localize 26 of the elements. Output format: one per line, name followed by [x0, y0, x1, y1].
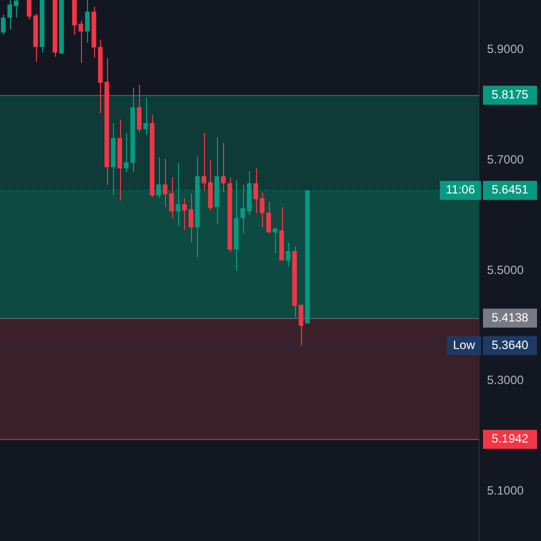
ref-line-label: 5.8175	[492, 88, 529, 102]
candlestick	[266, 202, 271, 234]
candlestick	[0, 14, 6, 36]
candlestick	[26, 0, 32, 20]
candlestick	[14, 0, 19, 18]
y-tick-label: 5.9000	[487, 42, 524, 56]
candlestick	[85, 0, 90, 44]
annotation: 11:06	[446, 182, 476, 197]
ref-line-label: 5.6451	[492, 182, 529, 197]
ref-line-label: 5.1942	[492, 432, 529, 446]
candlestick	[260, 192, 264, 228]
candlestick	[7, 0, 12, 30]
candlestick	[220, 142, 226, 193]
candlestick	[272, 226, 278, 254]
candlestick	[124, 132, 129, 173]
annotation: Low	[452, 338, 476, 352]
candlestick	[286, 242, 290, 268]
ref-line-label: 5.4138	[492, 310, 529, 324]
y-tick-label: 5.7000	[487, 152, 524, 166]
candlestick	[202, 132, 206, 191]
y-tick-label: 5.3000	[487, 373, 524, 388]
y-tick-label: 5.5000	[487, 262, 524, 277]
ref-line-label: 5.3640	[492, 338, 529, 352]
y-tick-label: 5.1000	[487, 484, 524, 498]
candlestick	[136, 84, 142, 132]
candlestick	[253, 168, 258, 214]
